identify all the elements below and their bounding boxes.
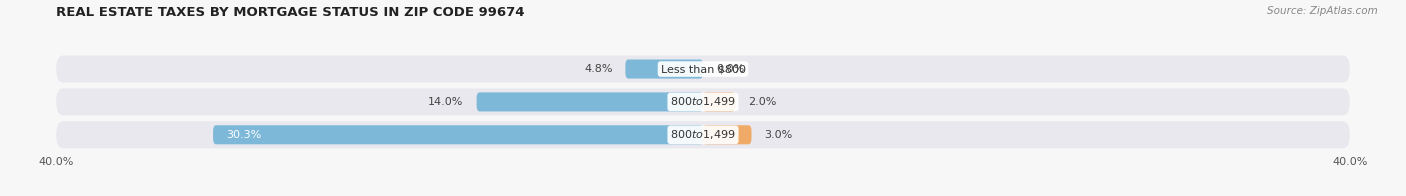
Legend: Without Mortgage, With Mortgage: Without Mortgage, With Mortgage [583, 191, 823, 196]
Text: $800 to $1,499: $800 to $1,499 [671, 95, 735, 108]
Text: 3.0%: 3.0% [765, 130, 793, 140]
FancyBboxPatch shape [56, 88, 1350, 115]
FancyBboxPatch shape [703, 92, 735, 112]
Text: 2.0%: 2.0% [748, 97, 776, 107]
Text: 14.0%: 14.0% [429, 97, 464, 107]
FancyBboxPatch shape [477, 92, 703, 112]
Text: Source: ZipAtlas.com: Source: ZipAtlas.com [1267, 6, 1378, 16]
Text: Less than $800: Less than $800 [661, 64, 745, 74]
FancyBboxPatch shape [214, 125, 703, 144]
FancyBboxPatch shape [626, 60, 703, 79]
FancyBboxPatch shape [56, 55, 1350, 83]
Text: REAL ESTATE TAXES BY MORTGAGE STATUS IN ZIP CODE 99674: REAL ESTATE TAXES BY MORTGAGE STATUS IN … [56, 6, 524, 19]
Text: 0.0%: 0.0% [716, 64, 744, 74]
FancyBboxPatch shape [703, 125, 752, 144]
Text: 30.3%: 30.3% [226, 130, 262, 140]
Text: 4.8%: 4.8% [583, 64, 613, 74]
FancyBboxPatch shape [56, 121, 1350, 148]
Text: $800 to $1,499: $800 to $1,499 [671, 128, 735, 141]
